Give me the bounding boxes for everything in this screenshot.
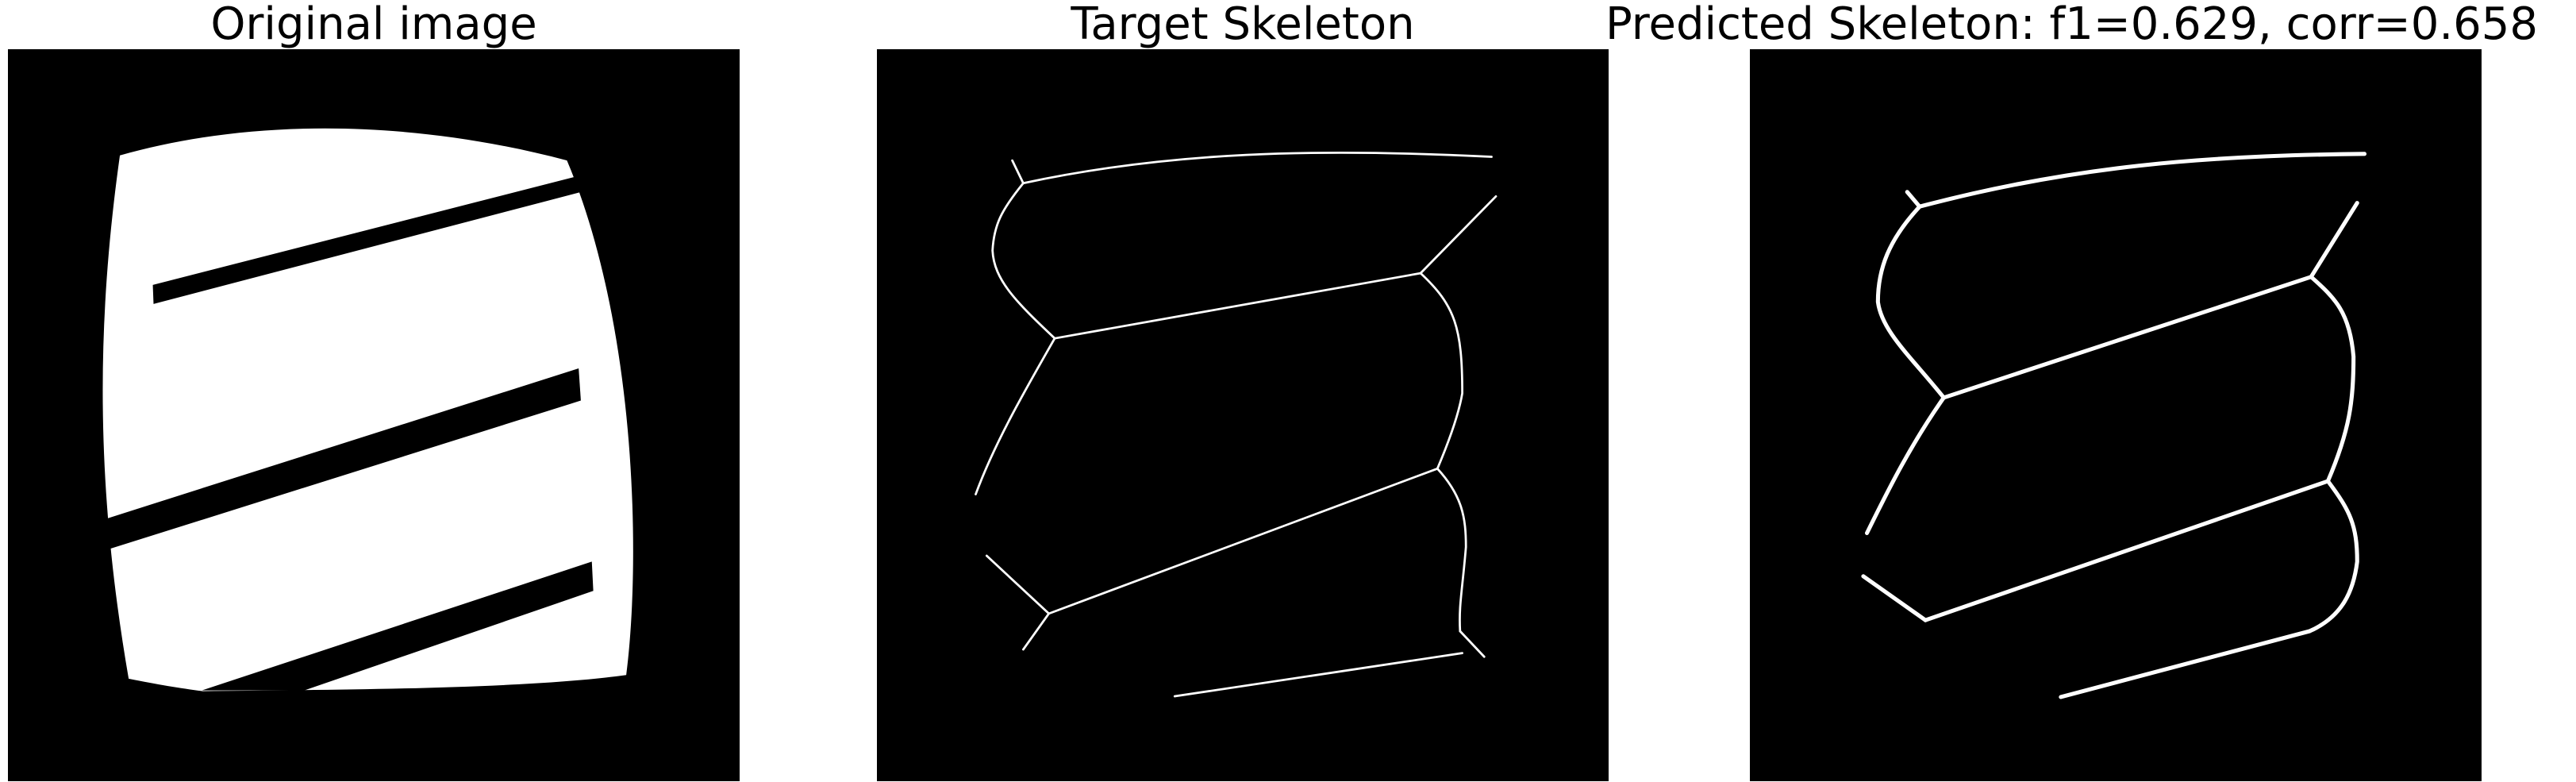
target-skeleton-panel — [877, 49, 1609, 781]
target-skeleton-background — [877, 49, 1609, 781]
original-image-svg — [8, 49, 740, 781]
predicted-skeleton-svg — [1750, 49, 2482, 781]
predicted-skeleton-lines — [1861, 152, 2367, 699]
predicted-skeleton-panel — [1750, 49, 2482, 781]
original-stripe-1 — [152, 161, 637, 304]
original-stripe-2 — [95, 368, 581, 553]
predicted-skeleton-title: Predicted Skeleton: f1=0.629, corr=0.658 — [1605, 0, 2539, 50]
original-image-title: Original image — [210, 0, 537, 50]
target-skeleton-lines — [975, 151, 1498, 698]
original-image-panel — [8, 49, 740, 781]
original-shape — [102, 128, 633, 691]
target-skeleton-svg — [877, 49, 1609, 781]
original-stripe-3 — [202, 561, 594, 691]
target-skeleton-title: Target Skeleton — [1071, 0, 1415, 50]
predicted-skeleton-background — [1750, 49, 2482, 781]
